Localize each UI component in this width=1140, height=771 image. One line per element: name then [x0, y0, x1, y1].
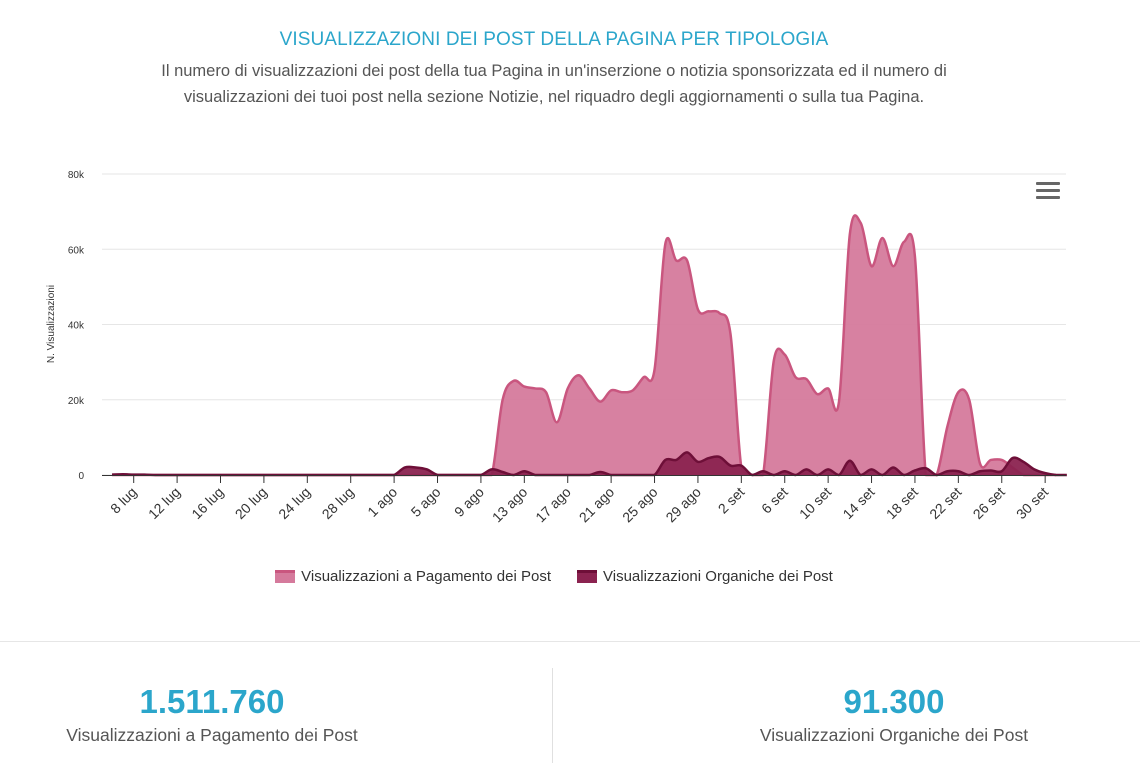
legend-swatch-paid: [275, 570, 296, 583]
x-tick-label: 13 ago: [489, 484, 531, 526]
chart-legend: Visualizzazioni a Pagamento dei Post Vis…: [0, 568, 1108, 585]
x-tick-label: 21 ago: [576, 484, 618, 526]
menu-bar: [1036, 182, 1060, 185]
y-tick-label: 80k: [68, 170, 85, 181]
x-tick-label: 14 set: [839, 484, 877, 522]
y-tick-label: 20k: [68, 396, 85, 407]
stat-organic: 91.300 Visualizzazioni Organiche dei Pos…: [734, 682, 1054, 746]
x-tick-label: 9 ago: [451, 484, 487, 520]
x-tick-label: 17 ago: [532, 484, 574, 526]
menu-bar: [1036, 196, 1060, 199]
stat-paid-value: 1.511.760: [139, 683, 285, 720]
x-tick-label: 30 set: [1013, 484, 1051, 522]
x-tick-label: 6 set: [758, 484, 791, 517]
area-chart: 0 20k 40k 60k 80k N. Visualizzazioni 8 lug 12 l…: [46, 170, 1067, 526]
menu-bar: [1036, 189, 1060, 192]
x-tick-label: 1 ago: [364, 484, 400, 520]
x-tick-label: 25 ago: [619, 484, 661, 526]
x-tick-label: 8 lug: [107, 484, 140, 517]
y-tick-label: 40k: [68, 321, 85, 332]
x-tick-label: 2 set: [715, 484, 748, 517]
section-divider: [0, 641, 1140, 642]
x-tick-label: 28 lug: [319, 484, 357, 522]
y-tick-label: 60k: [68, 245, 85, 256]
chart-subtitle: Il numero di visualizzazioni dei post de…: [161, 62, 947, 106]
x-tick-label: 5 ago: [408, 484, 444, 520]
series-area-paid: [112, 215, 1056, 475]
legend-item-paid[interactable]: Visualizzazioni a Pagamento dei Post: [275, 568, 551, 585]
y-axis-label: N. Visualizzazioni: [46, 285, 57, 363]
x-tick-label: 29 ago: [662, 484, 704, 526]
legend-item-organic[interactable]: Visualizzazioni Organiche dei Post: [577, 568, 833, 585]
stat-organic-label: Visualizzazioni Organiche dei Post: [759, 725, 1029, 745]
hamburger-menu-icon[interactable]: [1036, 182, 1060, 202]
x-tick-label: 26 set: [970, 484, 1008, 522]
x-tick-label: 24 lug: [275, 484, 313, 522]
x-tick-label: 16 lug: [188, 484, 226, 522]
stat-organic-value: 91.300: [843, 683, 945, 720]
stat-paid: 1.511.760 Visualizzazioni a Pagamento de…: [42, 682, 382, 746]
stats-divider: [552, 668, 553, 763]
chart-title: VISUALIZZAZIONI DEI POST DELLA PAGINA PE…: [279, 29, 829, 50]
legend-label-paid: Visualizzazioni a Pagamento dei Post: [301, 568, 551, 585]
x-tick-label: 10 set: [796, 484, 834, 522]
legend-swatch-organic: [577, 570, 597, 583]
y-tick-label: 0: [78, 471, 84, 482]
stat-paid-label: Visualizzazioni a Pagamento dei Post: [66, 725, 358, 745]
x-tick-label: 22 set: [926, 484, 964, 522]
legend-label-organic: Visualizzazioni Organiche dei Post: [603, 568, 833, 585]
x-tick-label: 18 set: [883, 484, 921, 522]
x-tick-label: 20 lug: [232, 484, 270, 522]
x-tick-label: 12 lug: [145, 484, 183, 522]
